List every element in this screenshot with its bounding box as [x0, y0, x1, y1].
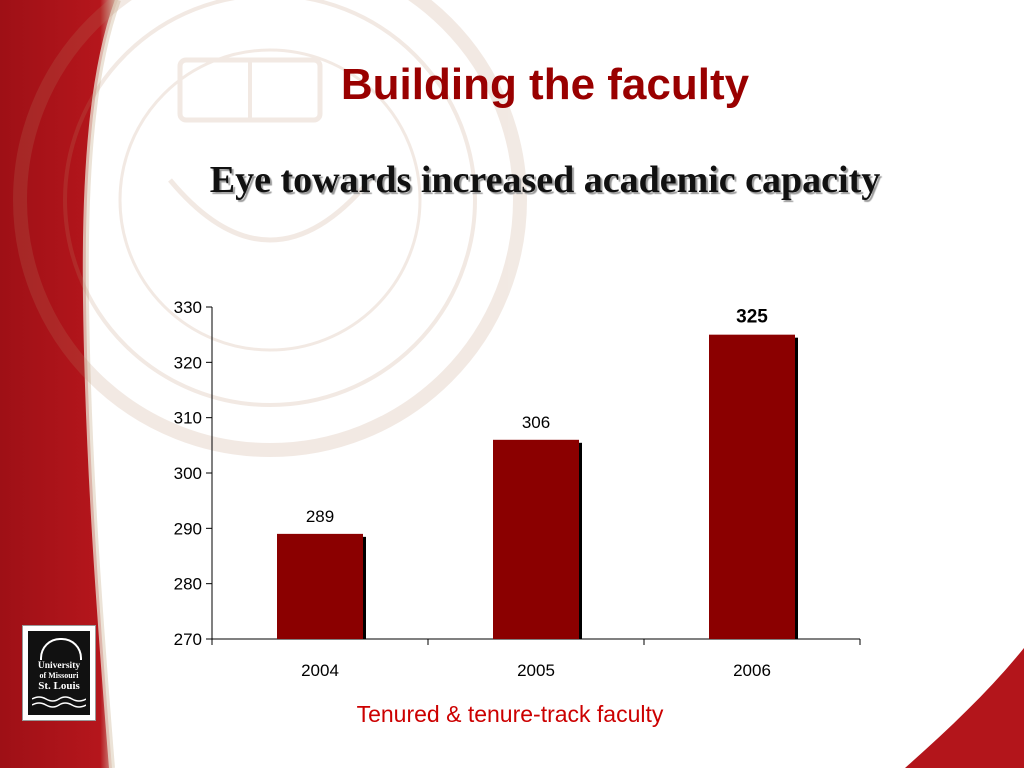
- bars: [277, 334, 798, 639]
- x-axis: 2004 2005 2006: [211, 638, 861, 680]
- arch-icon: [40, 638, 82, 660]
- x-tick-label: 2005: [517, 661, 555, 680]
- y-tick-label: 310: [174, 409, 202, 428]
- y-axis: 270 280 290 300 310 320 330: [174, 298, 213, 649]
- bar-2006: [709, 334, 795, 639]
- y-tick-label: 300: [174, 464, 202, 483]
- seal-watermark: [13, 0, 527, 457]
- data-label: 306: [522, 413, 550, 432]
- chart-caption: Tenured & tenure-track faculty: [356, 701, 664, 727]
- university-logo: University of Missouri St. Louis: [22, 625, 96, 721]
- waves-icon: [32, 696, 86, 708]
- x-tick-label: 2006: [733, 661, 771, 680]
- bottom-right-flourish: [905, 648, 1024, 768]
- y-tick-label: 270: [174, 630, 202, 649]
- bar-2004: [277, 533, 363, 639]
- y-tick-label: 290: [174, 519, 202, 538]
- slide-title: Building the faculty: [340, 60, 750, 109]
- data-labels: 289 306 325: [306, 307, 768, 526]
- y-tick-label: 330: [174, 298, 202, 317]
- slide-subtitle: Eye towards increased academic capacity: [209, 159, 881, 201]
- left-red-band: [0, 0, 118, 768]
- y-tick-label: 280: [174, 575, 202, 594]
- bar-2005: [493, 439, 579, 639]
- logo-text: University of Missouri St. Louis: [37, 661, 81, 692]
- data-label: 289: [306, 507, 334, 526]
- data-label: 325: [736, 307, 768, 328]
- y-tick-label: 320: [174, 353, 202, 372]
- x-tick-label: 2004: [301, 661, 339, 680]
